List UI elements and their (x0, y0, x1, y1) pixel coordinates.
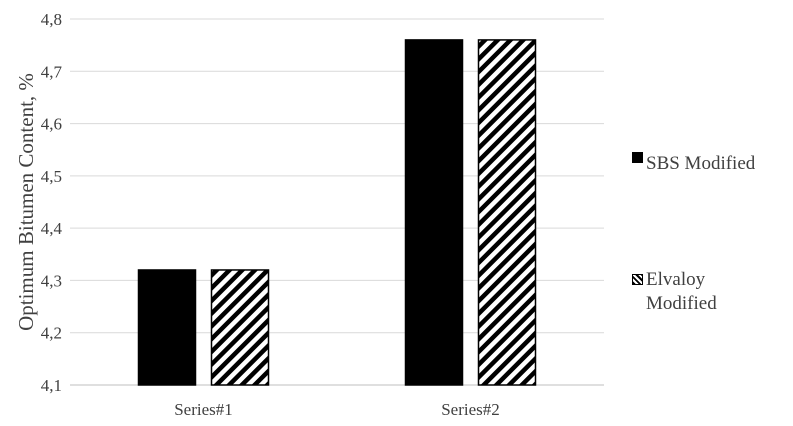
y-tick-label: 4,1 (41, 376, 62, 395)
y-tick-label: 4,5 (41, 167, 62, 186)
y-tick-label: 4,7 (41, 62, 63, 81)
y-tick-labels: 4,1 4,2 4,3 4,4 4,5 4,6 4,7 4,8 (41, 10, 63, 395)
legend-item-elvaloy: Elvaloy Modified (632, 268, 756, 316)
legend: SBS Modified (632, 152, 756, 176)
y-tick-label: 4,6 (41, 115, 62, 134)
y-tick-label: 4,8 (41, 10, 62, 29)
bar-sbs-2 (404, 39, 464, 386)
legend-item-sbs: SBS Modified (632, 152, 756, 176)
bars (137, 39, 537, 386)
bar-sbs-1 (137, 269, 197, 386)
legend-swatch-solid-icon (632, 152, 643, 163)
legend-label: Elvaloy Modified (646, 269, 717, 314)
x-category-label: Series#1 (174, 400, 233, 419)
bar-elvaloy-2 (477, 39, 537, 386)
x-category-labels: Series#1 Series#2 (174, 400, 500, 419)
legend-label: SBS Modified (646, 153, 756, 174)
y-tick-label: 4,4 (41, 219, 63, 238)
legend-2: Elvaloy Modified (632, 268, 756, 316)
bar-elvaloy-1 (210, 269, 270, 386)
y-tick-label: 4,3 (41, 271, 62, 290)
y-axis-label: Optimum Bitumen Content, % (14, 73, 38, 331)
x-category-label: Series#2 (441, 400, 500, 419)
y-tick-label: 4,2 (41, 324, 62, 343)
legend-swatch-hatch-icon (632, 274, 643, 285)
